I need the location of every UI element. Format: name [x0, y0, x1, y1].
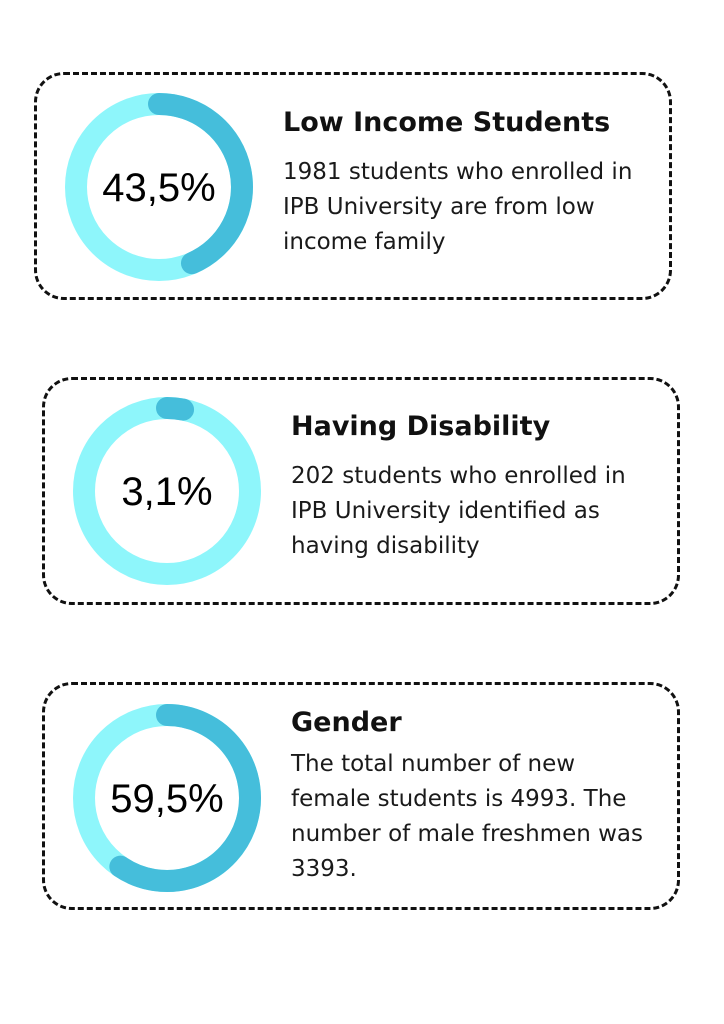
donut-value-disability: 3,1%: [121, 470, 212, 514]
stat-text-low-income: Low Income Students 1981 students who en…: [283, 105, 651, 260]
donut-value-gender: 59,5%: [110, 777, 223, 821]
stat-description-disability: 202 students who enrolled in IPB Univers…: [291, 463, 626, 559]
donut-arc-disability: [156, 397, 195, 421]
stat-description-low-income: 1981 students who enrolled in IPB Univer…: [283, 159, 633, 255]
stat-title-low-income: Low Income Students: [283, 107, 611, 138]
donut-chart-gender: 59,5%: [73, 704, 261, 892]
donut-arc-low-income: [148, 93, 253, 275]
stat-text-disability: Having Disability 202 students who enrol…: [291, 409, 659, 564]
donut-value-low-income: 43,5%: [102, 166, 215, 210]
stat-description-gender: The total number of new female students …: [291, 751, 643, 882]
stat-card-low-income: 43,5% Low Income Students 1981 students …: [34, 72, 672, 300]
stat-text-gender: Gender The total number of new female st…: [291, 705, 659, 887]
stat-card-gender: 59,5% Gender The total number of new fem…: [42, 682, 680, 910]
donut-chart-disability: 3,1%: [73, 397, 261, 585]
donut-chart-low-income: 43,5%: [65, 93, 253, 281]
stat-title-disability: Having Disability: [291, 411, 551, 442]
stat-card-disability: 3,1% Having Disability 202 students who …: [42, 377, 680, 605]
donut-arc-gender: [109, 704, 261, 892]
stat-title-gender: Gender: [291, 707, 402, 738]
